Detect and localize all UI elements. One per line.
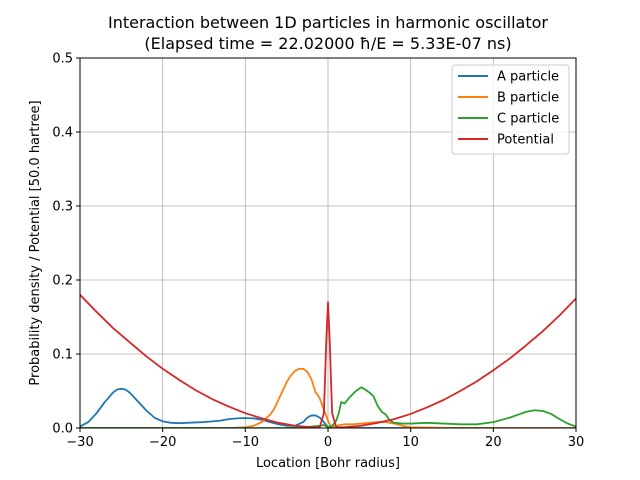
x-tick-label: 10 [402,435,419,450]
y-tick-label: 0.1 [52,348,73,363]
x-tick-label: 0 [324,435,332,450]
legend-label: B particle [497,91,559,106]
y-tick-label: 0.4 [52,126,73,141]
y-tick-label: 0.2 [52,274,73,289]
x-tick-label: 20 [485,435,502,450]
y-tick-label: 0.3 [52,200,73,215]
series-line-c-particle [80,386,576,428]
x-tick-label: −30 [66,435,93,450]
legend-label: A particle [497,70,559,85]
chart-title: Interaction between 1D particles in harm… [108,13,548,32]
legend-box [451,64,570,155]
y-tick-label: 0.0 [52,422,73,437]
y-axis-label: Probability density / Potential [50.0 ha… [28,100,43,385]
x-tick-label: −10 [232,435,259,450]
chart-subtitle: (Elapsed time = 22.02000 ħ/E = 5.33E-07 … [144,34,511,53]
legend-label: Potential [497,133,554,148]
legend-label: C particle [497,112,559,127]
x-tick-label: −20 [149,435,176,450]
x-tick-label: 30 [568,435,585,450]
y-tick-label: 0.5 [52,52,73,67]
legend: A particle B particle C particle Potential [451,64,570,155]
y-axis-ticks: 0.0 0.1 0.2 0.3 0.4 0.5 [52,52,80,437]
x-axis-label: Location [Bohr radius] [256,456,400,471]
series-line-potential [80,294,576,428]
x-axis-ticks: −30 −20 −10 0 10 20 30 [66,428,584,450]
